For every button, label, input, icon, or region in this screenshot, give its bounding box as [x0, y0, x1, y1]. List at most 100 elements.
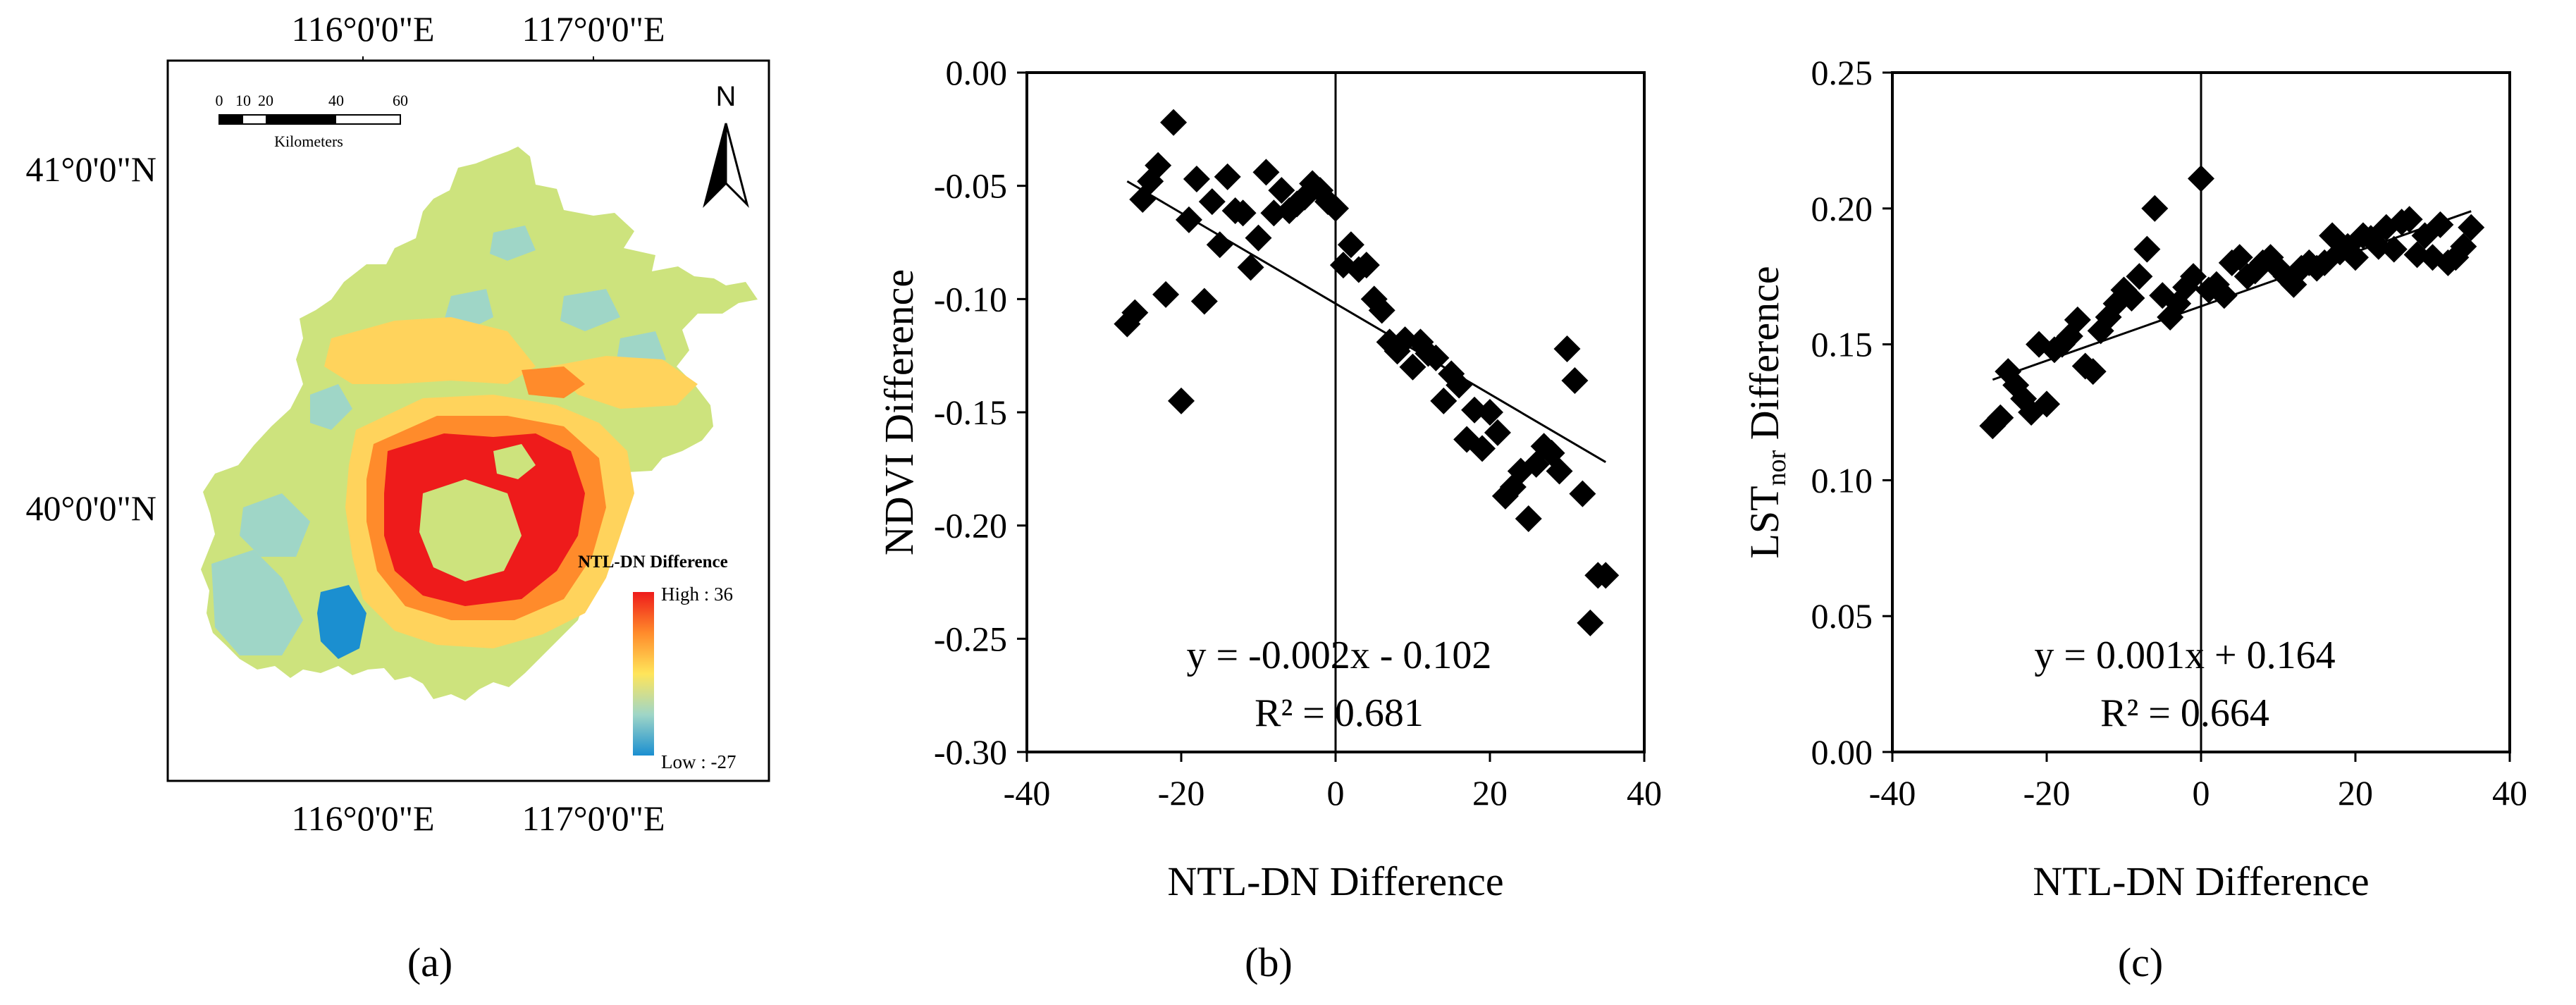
chart-c-data-point — [2141, 195, 2169, 222]
legend-high: High : 36 — [661, 584, 733, 605]
chart-b-data-point — [1175, 206, 1202, 233]
chart-b-data-point — [1561, 367, 1589, 395]
chart-c-data-point — [2180, 263, 2207, 290]
chart-b-data-point — [1399, 353, 1426, 381]
chart-b-equation: y = -0.002x - 0.102 — [1187, 634, 1492, 677]
chart-b-data-point — [1484, 419, 1511, 446]
chart-c-data-point — [2064, 306, 2091, 333]
chart-b-y-ticks: 0.00 -0.05 -0.10 -0.15 -0.20 -0.25 -0.30 — [934, 53, 1027, 772]
chart-b-xlabel: NTL-DN Difference — [1167, 858, 1503, 904]
chart-b-x-ticks: -40 -20 0 20 40 — [1004, 752, 1662, 813]
chart-b-y-tick-label: -0.25 — [934, 619, 1007, 658]
scale-unit: Kilometers — [274, 132, 343, 150]
chart-c-data-point — [2427, 211, 2454, 238]
chart-c-data-point — [2396, 206, 2423, 233]
chart-c-data-point — [2033, 390, 2060, 418]
chart-c-y-ticks: 0.00 0.05 0.10 0.15 0.20 0.25 — [1811, 53, 1892, 772]
chart-c-ylabel: LSTnor Difference — [1742, 266, 1792, 558]
chart-b-y-tick-label: 0.00 — [946, 53, 1008, 92]
chart-b-data-point — [1198, 188, 1226, 216]
chart-b-data-point — [1206, 231, 1233, 259]
map-bottom-tick-2: 117°0'0"E — [522, 799, 665, 838]
map-low-core — [317, 585, 366, 659]
chart-c-x-tick-label: -20 — [2023, 773, 2071, 813]
chart-b-points — [1114, 109, 1620, 636]
chart-b-data-point — [1229, 199, 1257, 227]
chart-c-ylabel-suffix: Difference — [1742, 266, 1787, 450]
chart-b-data-point — [1469, 435, 1496, 462]
chart-b-data-point — [1168, 387, 1195, 414]
chart-c-x-tick-label: 40 — [2492, 773, 2527, 813]
chart-b-data-point — [1422, 344, 1450, 371]
chart-b-r2: R² = 0.681 — [1255, 691, 1424, 735]
chart-c-r2: R² = 0.664 — [2100, 691, 2269, 735]
chart-b-data-point — [1446, 371, 1473, 399]
chart-b-x-tick-label: 0 — [1327, 773, 1345, 813]
chart-lst: -40 -20 0 20 40 0.00 0.05 0.10 0.15 0.20 0.25 y =… — [1742, 53, 2527, 985]
chart-c-x-tick-label: 20 — [2338, 773, 2373, 813]
chart-b-data-point — [1477, 399, 1503, 426]
chart-b-data-point — [1245, 224, 1272, 252]
scale-tick-60: 60 — [393, 92, 408, 109]
scale-bar: 0 10 20 40 60 Kilometers — [216, 92, 409, 150]
chart-b-data-point — [1546, 457, 1573, 485]
chart-b-data-point — [1569, 480, 1596, 507]
beijing-ntl-map — [201, 147, 758, 701]
panel-label-a: (a) — [407, 939, 452, 985]
north-arrow: N — [703, 81, 749, 208]
chart-b-x-tick-label: -40 — [1004, 773, 1051, 813]
chart-b-y-tick-label: -0.20 — [934, 506, 1007, 545]
chart-c-data-point — [2380, 235, 2408, 263]
chart-b-data-point — [1430, 387, 1458, 414]
chart-b-y-tick-label: -0.05 — [934, 166, 1007, 206]
chart-b-fit-line — [1126, 180, 1607, 463]
chart-c-data-point — [2188, 165, 2214, 192]
legend-title: NTL-DN Difference — [578, 553, 728, 572]
chart-b-y-tick-label: -0.15 — [934, 393, 1007, 432]
north-label: N — [716, 81, 737, 112]
chart-b-data-point — [1152, 280, 1180, 308]
map-top-tick-2: 117°0'0"E — [522, 9, 665, 49]
chart-c-y-tick-label: 0.00 — [1811, 732, 1873, 772]
map-central-core — [419, 479, 522, 581]
chart-c-equation: y = 0.001x + 0.164 — [2034, 634, 2335, 677]
chart-c-y-tick-label: 0.10 — [1811, 460, 1873, 500]
chart-c-data-point — [2133, 235, 2161, 263]
chart-b-y-tick-label: -0.30 — [934, 732, 1007, 772]
map-bottom-tick-1: 116°0'0"E — [291, 799, 434, 838]
chart-b-data-point — [1190, 288, 1218, 315]
chart-c-data-point — [2342, 244, 2369, 271]
chart-ndvi: -40 -20 0 20 40 0.00 -0.05 -0.10 -0.15 -0.20 -0.2… — [876, 53, 1662, 985]
chart-b-x-tick-label: -20 — [1158, 773, 1205, 813]
chart-c-y-tick-label: 0.15 — [1811, 325, 1873, 364]
map-panel: 116°0'0"E 117°0'0"E 116°0'0"E 117°0'0"E … — [25, 9, 770, 985]
chart-c-x-tick-label: 0 — [2193, 773, 2210, 813]
chart-b-data-point — [1322, 195, 1349, 222]
chart-c-x-ticks: -40 -20 0 20 40 — [1869, 752, 2527, 813]
chart-b-data-point — [1268, 177, 1295, 204]
chart-b-data-point — [1592, 562, 1620, 589]
chart-c-y-tick-label: 0.25 — [1811, 53, 1873, 92]
chart-c-ylabel-main: LST — [1742, 486, 1787, 558]
chart-c-data-point — [2118, 285, 2145, 312]
chart-b-data-point — [1352, 252, 1380, 279]
chart-c-x-tick-label: -40 — [1869, 773, 1916, 813]
legend-low: Low : -27 — [661, 751, 736, 772]
map-left-tick-2: 40°0'0"N — [25, 488, 156, 528]
scale-tick-20: 20 — [258, 92, 273, 109]
chart-b-data-point — [1577, 609, 1604, 636]
chart-c-data-point — [2079, 358, 2107, 386]
chart-b-ylabel: NDVI Difference — [876, 269, 922, 555]
chart-b-x-tick-label: 40 — [1627, 773, 1662, 813]
chart-b-data-point — [1160, 109, 1188, 136]
chart-c-y-tick-label: 0.05 — [1811, 596, 1873, 636]
chart-c-data-point — [2458, 214, 2485, 241]
chart-b-data-point — [1237, 254, 1264, 281]
panel-label-c: (c) — [2118, 939, 2163, 985]
chart-b-data-point — [1337, 231, 1364, 259]
panel-label-b: (b) — [1245, 939, 1293, 985]
scale-tick-0: 0 — [216, 92, 223, 109]
chart-c-data-point — [2210, 282, 2238, 309]
chart-b-data-point — [1214, 163, 1241, 190]
